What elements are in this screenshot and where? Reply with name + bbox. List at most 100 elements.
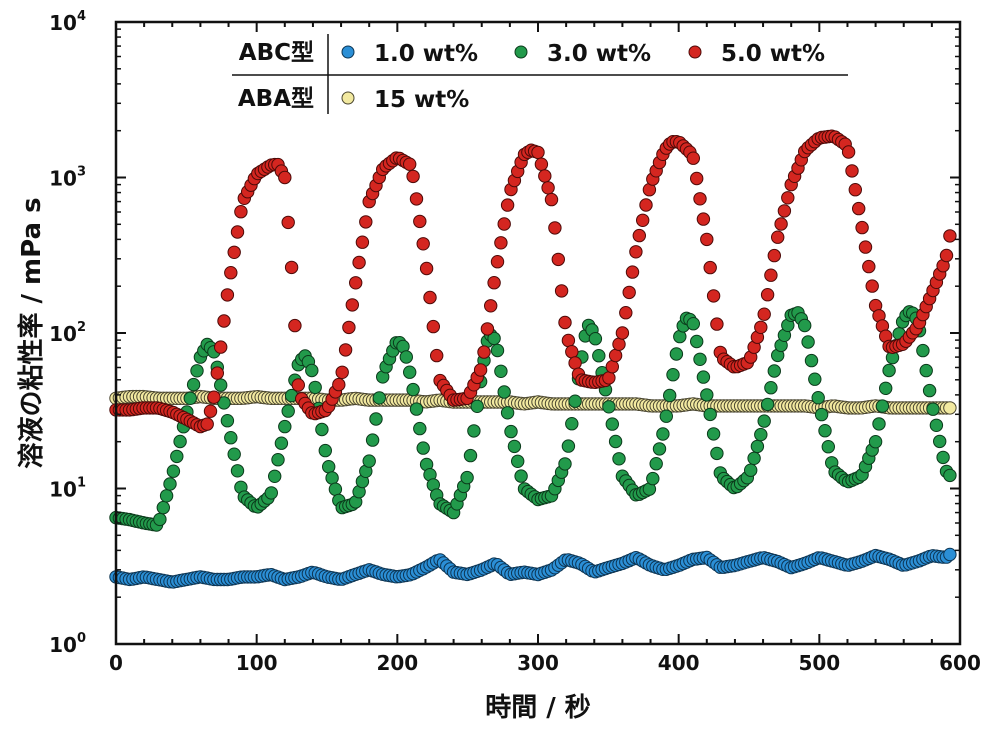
data-point <box>227 245 241 260</box>
data-point <box>636 213 650 228</box>
x-tick-label: 600 <box>939 651 981 675</box>
data-point <box>551 252 565 267</box>
data-point <box>588 332 603 346</box>
data-point <box>365 433 380 447</box>
data-point <box>335 365 349 379</box>
data-point <box>943 468 957 483</box>
data-point <box>318 443 332 458</box>
data-point <box>224 266 238 280</box>
data-point <box>190 364 204 378</box>
data-point <box>220 288 235 302</box>
data-point <box>220 414 235 428</box>
data-point <box>936 450 950 465</box>
data-point <box>764 381 778 395</box>
data-point <box>430 348 444 363</box>
data-point <box>153 512 167 527</box>
data-point <box>487 276 501 290</box>
data-point <box>602 371 616 385</box>
data-point <box>608 348 623 363</box>
data-point <box>865 279 879 293</box>
data-point <box>801 335 815 349</box>
data-point <box>943 401 957 415</box>
data-point <box>700 388 714 402</box>
data-point <box>203 404 218 418</box>
data-point <box>480 322 495 336</box>
data-point <box>808 372 822 386</box>
data-point <box>747 451 761 465</box>
data-point <box>504 424 518 439</box>
data-point <box>214 378 228 392</box>
x-tick-label: 300 <box>517 651 559 675</box>
data-point <box>490 255 505 269</box>
data-point <box>186 377 201 392</box>
data-point <box>413 214 427 229</box>
series-3-0-wt- <box>109 305 957 532</box>
x-tick-label: 100 <box>236 651 278 675</box>
data-point <box>858 240 873 254</box>
data-point <box>342 320 356 335</box>
data-point <box>568 394 582 408</box>
legend-entry-label: 1.0 wt% <box>374 41 478 67</box>
data-point <box>798 318 812 333</box>
data-point <box>500 198 515 212</box>
y-tick-label: 100 <box>49 631 86 657</box>
data-point <box>943 547 957 562</box>
data-point <box>544 192 559 207</box>
data-point <box>922 383 937 398</box>
data-point <box>663 388 677 403</box>
data-point <box>338 343 353 357</box>
data-point <box>622 285 636 300</box>
data-point <box>855 220 869 235</box>
data-point <box>777 204 792 218</box>
data-point <box>608 434 623 449</box>
data-point <box>534 157 549 171</box>
data-point <box>774 217 788 231</box>
data-point <box>554 284 569 298</box>
data-point <box>690 171 704 186</box>
legend-marker <box>341 45 355 59</box>
data-point <box>818 424 832 438</box>
data-point <box>315 422 329 437</box>
legend-entry-label: 15 wt% <box>374 87 469 113</box>
data-point <box>558 315 572 330</box>
series-5-0-wt- <box>109 129 957 434</box>
data-point <box>558 457 572 471</box>
data-point <box>868 435 883 449</box>
data-point <box>217 314 231 328</box>
data-point <box>939 248 954 263</box>
data-point <box>605 417 619 431</box>
y-tick-label: 103 <box>49 165 86 191</box>
data-point <box>409 192 424 206</box>
data-point <box>750 439 765 454</box>
data-point <box>484 299 498 313</box>
plot-area-frame <box>114 20 962 646</box>
data-markers-layer <box>109 129 957 589</box>
data-point <box>811 391 825 405</box>
data-point <box>274 436 289 450</box>
data-point <box>278 170 292 185</box>
data-point <box>703 260 717 275</box>
data-point <box>470 399 484 413</box>
legend-group-label: ABC型 <box>239 40 314 66</box>
legend-marker <box>514 45 528 59</box>
data-point <box>619 306 633 320</box>
x-tick-label: 400 <box>658 651 700 675</box>
data-point <box>264 486 278 500</box>
data-point <box>322 460 336 474</box>
data-point <box>744 463 758 477</box>
data-point <box>460 470 474 485</box>
data-point <box>490 343 505 358</box>
x-axis-title: 時間 / 秒 <box>485 693 591 723</box>
legend-entry-label: 3.0 wt% <box>547 41 651 67</box>
data-point <box>500 406 515 420</box>
data-point <box>227 447 241 461</box>
data-point <box>754 427 768 442</box>
data-point <box>615 326 630 340</box>
data-point <box>568 356 582 370</box>
data-point <box>771 230 785 244</box>
data-point <box>882 363 896 378</box>
data-point <box>612 337 626 351</box>
legend: ABC型 1.0 wt% 3.0 wt% 5.0 wt% ABA型 15 wt% <box>232 34 848 114</box>
